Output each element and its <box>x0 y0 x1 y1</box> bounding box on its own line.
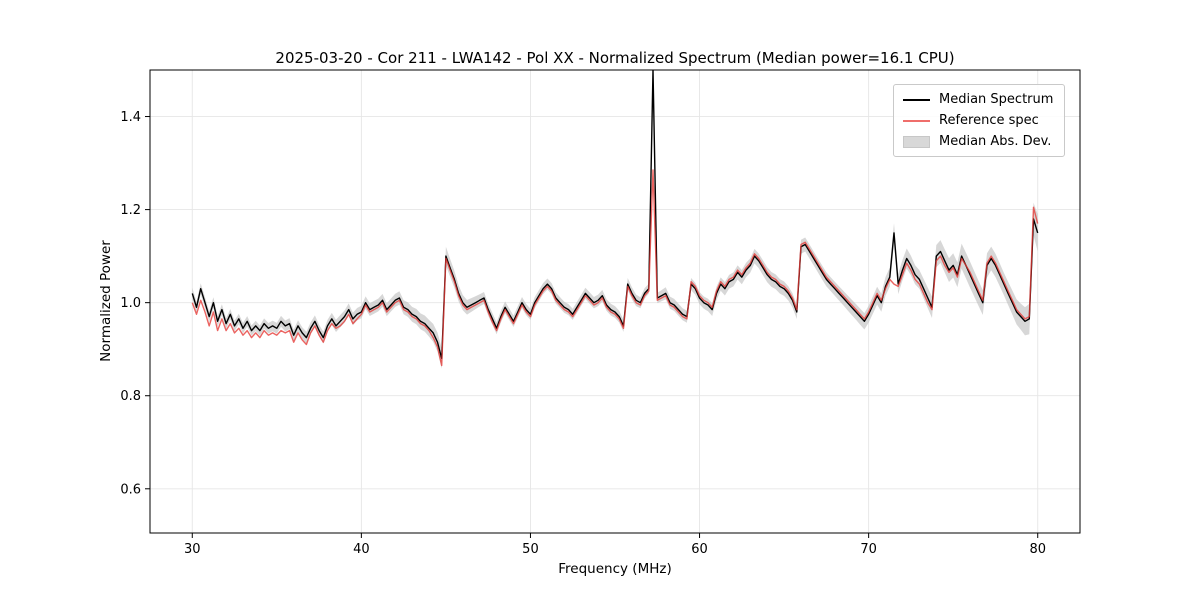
y-tick-label: 1.4 <box>120 110 141 125</box>
legend-label: Median Abs. Dev. <box>939 134 1052 149</box>
x-tick-label: 60 <box>691 542 708 557</box>
x-tick-label: 50 <box>522 542 539 557</box>
plot-area <box>191 70 1039 369</box>
series-line-1 <box>191 169 1039 367</box>
x-axis-label: Frequency (MHz) <box>558 561 672 577</box>
series-line-0 <box>191 70 1039 360</box>
x-tick-label: 40 <box>353 542 370 557</box>
y-axis-label: Normalized Power <box>98 240 114 362</box>
legend-item-median-abs-dev: Median Abs. Dev. <box>903 134 1053 149</box>
x-tick-label: 80 <box>1029 542 1046 557</box>
x-tick-label: 70 <box>860 542 877 557</box>
y-tick-label: 0.8 <box>120 389 141 404</box>
mad-band-swatch <box>903 135 930 148</box>
legend-label: Reference spec <box>939 113 1039 128</box>
y-tick-label: 1.2 <box>120 203 141 218</box>
legend-label: Median Spectrum <box>939 92 1054 107</box>
legend-item-median-spectrum: Median Spectrum <box>903 92 1053 107</box>
reference-spec-line-swatch <box>903 119 930 122</box>
chart-title: 2025-03-20 - Cor 211 - LWA142 - Pol XX -… <box>275 49 955 67</box>
axes-box <box>149 69 1081 534</box>
mad-band <box>192 70 1038 369</box>
legend-item-reference-spec: Reference spec <box>903 113 1053 128</box>
legend: Median Spectrum Reference spec Median Ab… <box>893 84 1066 157</box>
x-tick-label: 30 <box>184 542 201 557</box>
y-tick-label: 0.6 <box>120 482 141 497</box>
y-tick-label: 1.0 <box>120 296 141 311</box>
median-spectrum-line-swatch <box>903 98 930 101</box>
